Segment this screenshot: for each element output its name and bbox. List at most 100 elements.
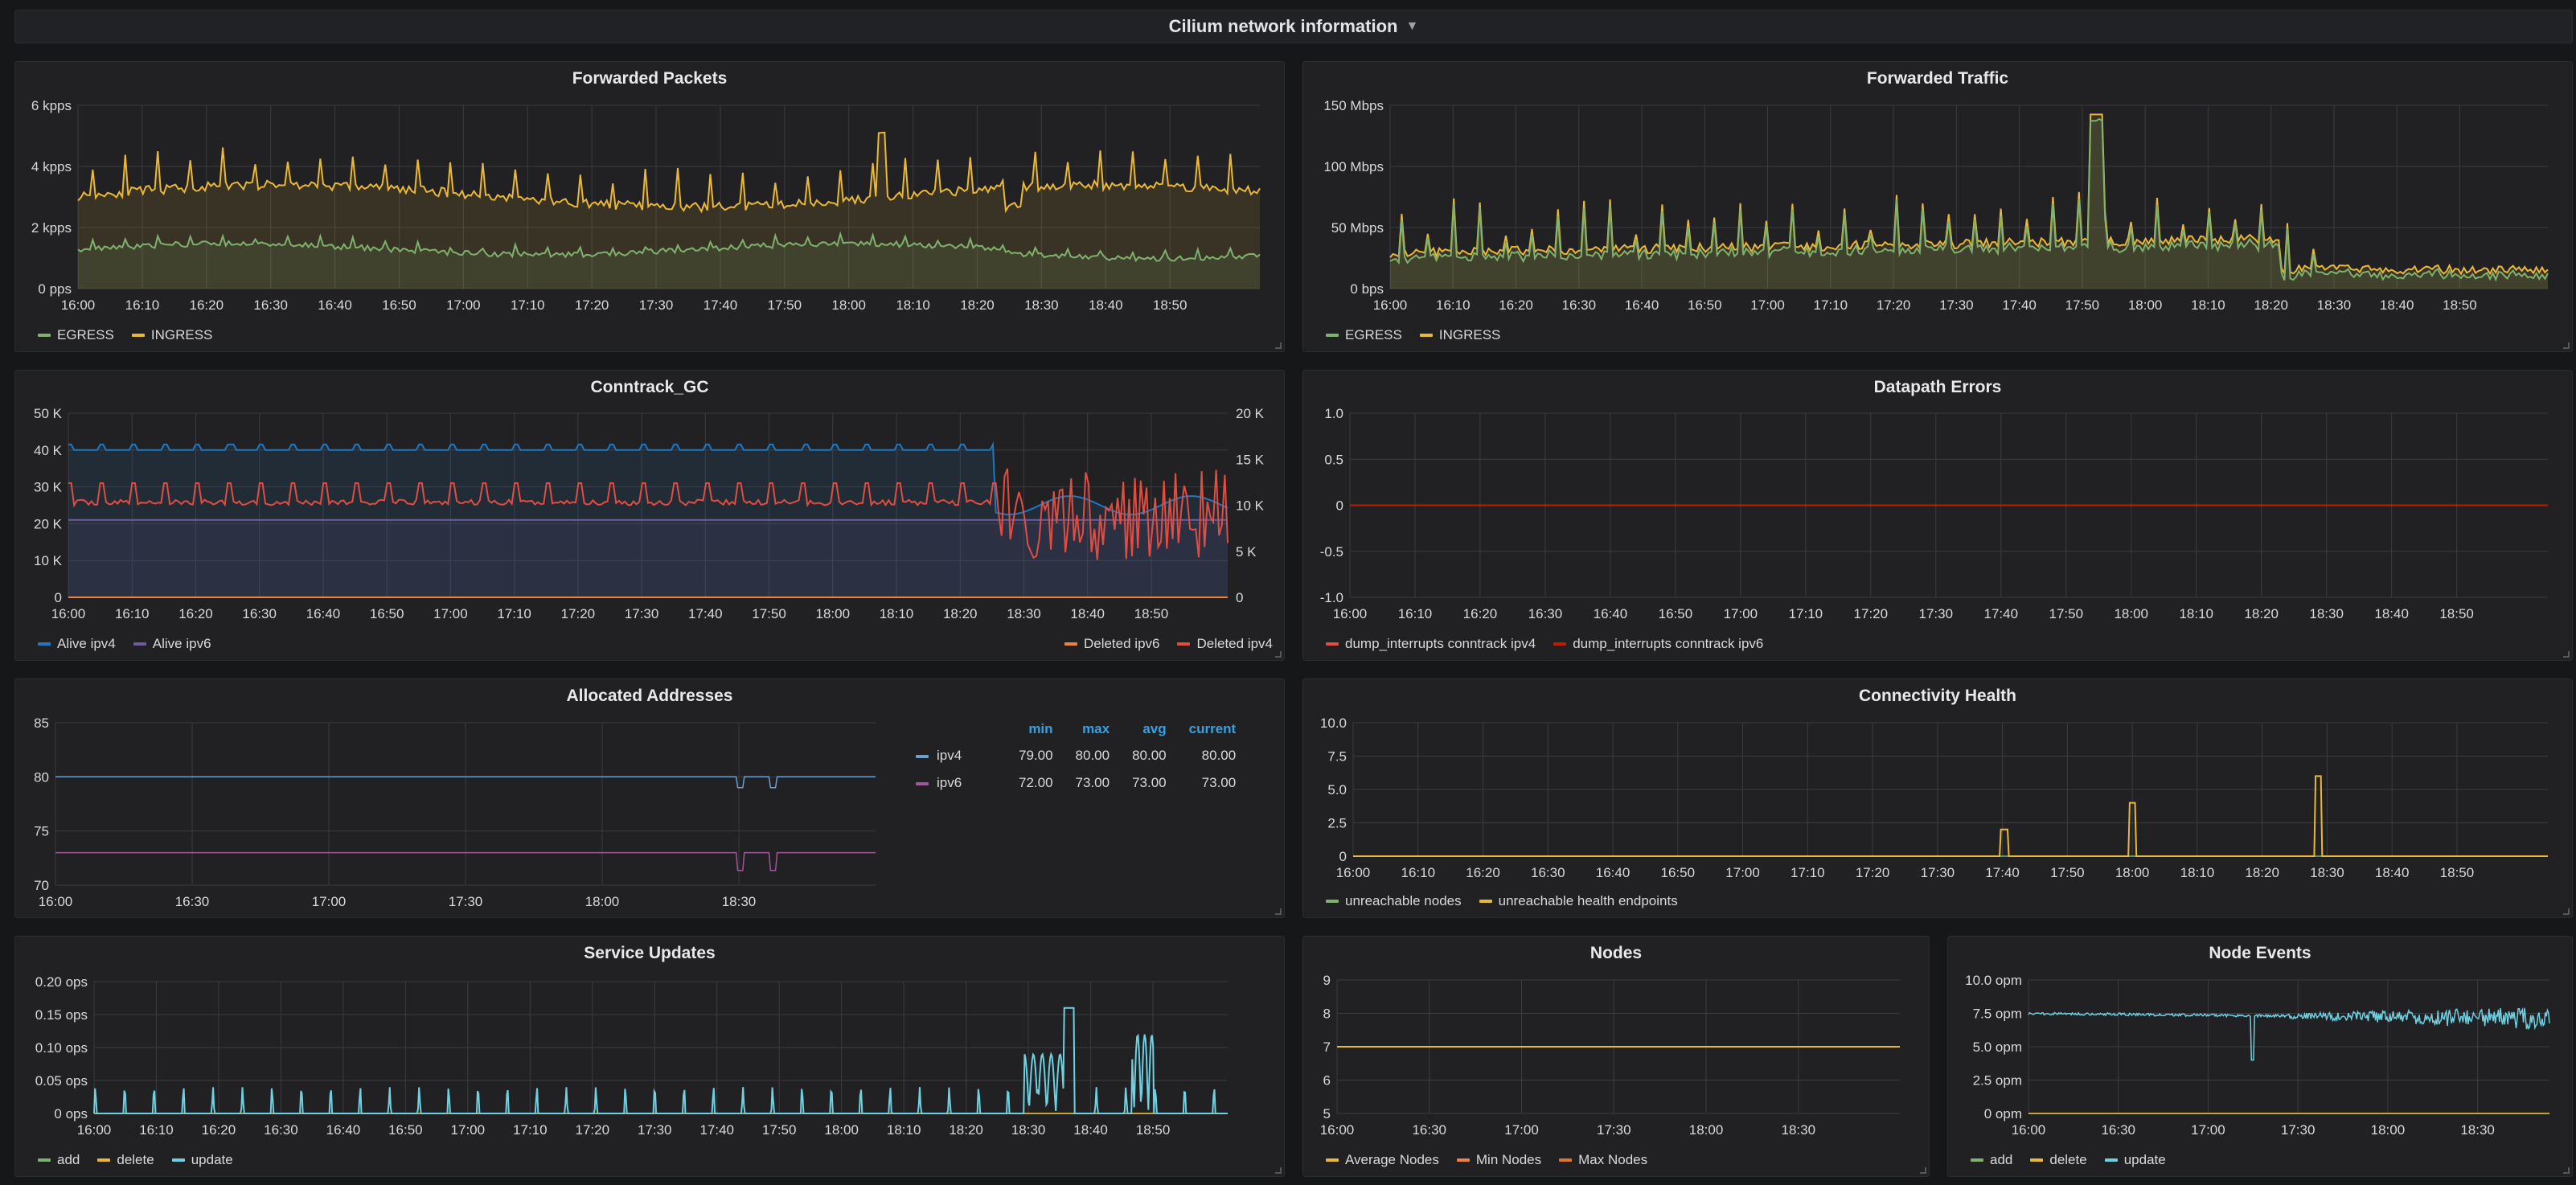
x-tick-label: 18:30 <box>2460 1122 2495 1138</box>
x-tick-label: 18:20 <box>2254 297 2288 313</box>
x-tick-label: 16:20 <box>1463 606 1498 621</box>
panel-allocated-addresses[interactable]: Allocated Addresses 70 75 80 85 16:00 16:30 17… <box>14 679 1285 918</box>
legend-item-egress[interactable]: EGRESS <box>38 327 114 343</box>
legend: Alive ipv4 Alive ipv6 <box>38 636 211 652</box>
x-tick-label: 16:00 <box>77 1122 112 1138</box>
x-tick-label: 16:30 <box>1528 606 1563 621</box>
x-tick-label: 18:00 <box>815 606 850 621</box>
panel-service-updates[interactable]: Service Updates 0 ops 0.05 ops 0.10 ops 0.1… <box>14 936 1285 1177</box>
resize-handle[interactable] <box>1275 651 1282 658</box>
legend-item-delete[interactable]: delete <box>2030 1152 2087 1168</box>
x-tick-label: 17:50 <box>2050 865 2085 880</box>
chart-connectivity-health: 0 2.5 5.0 7.5 10.0 16:00 16:10 16:20 16:30 16:40 1… <box>1320 716 2548 880</box>
resize-handle[interactable] <box>2563 342 2570 349</box>
panel-forwarded-traffic[interactable]: Forwarded Traffic 0 bps 50 Mbps 100 Mbps 15… <box>1302 61 2573 352</box>
panel-node-events[interactable]: Node Events 0 opm 2.5 opm 5.0 opm 7.5 opm 10… <box>1947 936 2573 1177</box>
y-tick-label: 9 <box>1323 973 1331 988</box>
caret-down-icon[interactable]: ▼ <box>1405 19 1419 33</box>
resize-handle[interactable] <box>1275 1167 1282 1174</box>
legend-item-alive-ipv6[interactable]: Alive ipv6 <box>133 636 211 652</box>
panel-title[interactable]: Allocated Addresses <box>566 687 733 705</box>
legend-item-delete[interactable]: delete <box>97 1152 154 1168</box>
legend: EGRESS INGRESS <box>38 327 212 343</box>
legend-item-ingress[interactable]: INGRESS <box>1419 327 1500 343</box>
legend-item-dump-ipv4[interactable]: dump_interrupts conntrack ipv4 <box>1326 636 1536 652</box>
resize-handle[interactable] <box>1275 342 1282 349</box>
resize-handle[interactable] <box>1920 1167 1926 1174</box>
series-name[interactable]: ipv6 <box>937 775 962 790</box>
panel-title[interactable]: Datapath Errors <box>1873 378 2002 396</box>
col-max[interactable]: max <box>1082 721 1110 736</box>
y2-tick-label: 0 <box>1236 590 1243 605</box>
legend-item-max-nodes[interactable]: Max Nodes <box>1559 1152 1647 1168</box>
panel-conntrack-gc[interactable]: Conntrack_GC 0 10 K 20 K 30 K 40 K 50 K 16:00 1… <box>14 370 1285 661</box>
x-tick-label: 16:20 <box>1466 865 1500 880</box>
legend-item-min-nodes[interactable]: Min Nodes <box>1456 1152 1541 1168</box>
y-tick-label: 0.5 <box>1324 452 1343 467</box>
y-tick-label: 4 kpps <box>31 159 72 174</box>
col-avg[interactable]: avg <box>1142 721 1167 736</box>
x-tick-label: 18:00 <box>2371 1122 2406 1138</box>
panel-datapath-errors[interactable]: Datapath Errors -1.0 -0.5 0 0.5 1.0 16:00 16:1… <box>1302 370 2573 661</box>
resize-handle[interactable] <box>1275 908 1282 915</box>
legend-item-update[interactable]: update <box>2104 1152 2166 1168</box>
panel-title[interactable]: Nodes <box>1589 944 1643 962</box>
series-update <box>2028 1007 2550 1061</box>
x-tick-label: 18:20 <box>943 606 978 621</box>
x-tick-label: 18:30 <box>1007 606 1041 621</box>
legend-item-add[interactable]: add <box>38 1152 80 1168</box>
x-tick-label: 17:00 <box>446 297 481 313</box>
x-tick-label: 18:40 <box>2374 606 2409 621</box>
resize-handle[interactable] <box>2563 1167 2570 1174</box>
panel-title[interactable]: Forwarded Packets <box>572 69 728 88</box>
table-row[interactable]: ipv6 72.00 73.00 73.00 73.00 <box>908 769 1236 797</box>
legend-item-average-nodes[interactable]: Average Nodes <box>1326 1152 1439 1168</box>
resize-handle[interactable] <box>2563 908 2570 915</box>
x-tick-label: 18:50 <box>2440 865 2475 880</box>
col-min[interactable]: min <box>1028 721 1053 736</box>
legend-item-add[interactable]: add <box>1971 1152 2012 1168</box>
x-tick-label: 17:30 <box>2281 1122 2316 1138</box>
panel-forwarded-packets[interactable]: Forwarded Packets 0 pps 2 kpps 4 kpps 6 kpp… <box>14 61 1285 352</box>
x-tick-label: 17:40 <box>703 297 738 313</box>
y-tick-label: 70 <box>34 878 49 893</box>
col-current[interactable]: current <box>1188 721 1237 736</box>
legend-item-egress[interactable]: EGRESS <box>1326 327 1402 343</box>
x-tick-label: 17:40 <box>1985 865 2020 880</box>
resize-handle[interactable] <box>2563 651 2570 658</box>
legend-item-deleted-ipv6[interactable]: Deleted ipv6 <box>1064 636 1159 652</box>
y2-tick-label: 15 K <box>1236 452 1265 467</box>
row-header-cilium[interactable]: Cilium network information ▼ <box>14 10 2573 43</box>
legend-item-unreachable-nodes[interactable]: unreachable nodes <box>1326 893 1462 909</box>
panel-title[interactable]: Conntrack_GC <box>590 378 709 396</box>
x-tick-label: 18:30 <box>1011 1122 1046 1138</box>
panel-title[interactable]: Forwarded Traffic <box>1866 69 2009 88</box>
panel-connectivity-health[interactable]: Connectivity Health 0 2.5 5.0 7.5 10.0 16:00 1… <box>1302 679 2573 918</box>
y-tick-label: -0.5 <box>1320 544 1343 560</box>
legend-item-deleted-ipv4[interactable]: Deleted ipv4 <box>1177 636 1273 652</box>
x-tick-label: 17:30 <box>639 297 674 313</box>
series-name[interactable]: ipv4 <box>937 748 962 763</box>
legend-item-ingress[interactable]: INGRESS <box>131 327 212 343</box>
x-tick-label: 16:40 <box>1594 606 1628 621</box>
panel-title[interactable]: Service Updates <box>584 944 716 962</box>
legend-item-dump-ipv6[interactable]: dump_interrupts conntrack ipv6 <box>1553 636 1763 652</box>
panel-nodes[interactable]: Nodes 5 6 7 8 9 16:00 16:30 17:00 17:30 18:00 18:3… <box>1302 936 1930 1177</box>
legend-item-unreachable-endpoints[interactable]: unreachable health endpoints <box>1479 893 1678 909</box>
x-tick-label: 17:00 <box>1724 606 1758 621</box>
x-tick-label: 18:50 <box>2439 606 2474 621</box>
x-tick-label: 16:10 <box>1436 297 1471 313</box>
x-tick-label: 18:10 <box>2180 865 2215 880</box>
table-row[interactable]: ipv4 79.00 80.00 80.00 80.00 <box>908 742 1236 769</box>
panel-title[interactable]: Connectivity Health <box>1858 687 2017 705</box>
x-tick-label: 16:50 <box>382 297 416 313</box>
legend-item-update[interactable]: update <box>171 1152 233 1168</box>
x-tick-label: 18:50 <box>1136 1122 1171 1138</box>
panel-title[interactable]: Node Events <box>2209 944 2311 962</box>
legend-item-alive-ipv4[interactable]: Alive ipv4 <box>38 636 116 652</box>
y-tick-label: 0 <box>55 590 62 605</box>
y-tick-label: 7.5 <box>1327 749 1347 765</box>
series-ingress-area <box>78 132 1260 289</box>
y-tick-label: 0.20 ops <box>35 974 88 990</box>
x-tick-label: 16:50 <box>1659 606 1693 621</box>
